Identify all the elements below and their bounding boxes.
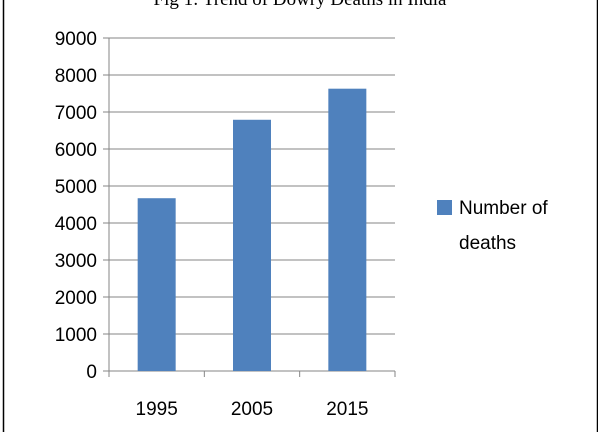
chart-title: Fig 1: Trend of Dowry Deaths in India bbox=[154, 0, 447, 10]
y-tick-label: 1000 bbox=[55, 325, 97, 346]
y-tick-label: 4000 bbox=[55, 214, 97, 235]
bar bbox=[328, 88, 367, 371]
y-tick-label: 2000 bbox=[55, 288, 97, 309]
x-tick-label: 2005 bbox=[231, 399, 273, 420]
legend-swatch bbox=[437, 200, 452, 215]
y-tick-label: 0 bbox=[86, 362, 97, 383]
y-tick-label: 3000 bbox=[55, 251, 97, 272]
x-tick-label: 1995 bbox=[136, 399, 178, 420]
y-tick-label: 8000 bbox=[55, 66, 97, 87]
legend: Number of deaths bbox=[437, 198, 548, 254]
y-tick-label: 9000 bbox=[55, 29, 97, 50]
x-tick-label: 2015 bbox=[326, 399, 368, 420]
bars bbox=[137, 88, 367, 372]
y-tick-label: 7000 bbox=[55, 103, 97, 124]
x-tick-labels: 1995 2005 2015 bbox=[136, 399, 369, 420]
legend-label-line-1: Number of bbox=[459, 198, 548, 219]
y-tick-label: 5000 bbox=[55, 177, 97, 198]
bar bbox=[233, 119, 271, 372]
legend-label-line-2: deaths bbox=[459, 233, 516, 254]
bar bbox=[137, 198, 176, 371]
y-tick-label: 6000 bbox=[55, 140, 97, 161]
y-tick-labels: 0 1000 2000 3000 4000 5000 6000 7000 8000 9000 bbox=[55, 29, 97, 383]
